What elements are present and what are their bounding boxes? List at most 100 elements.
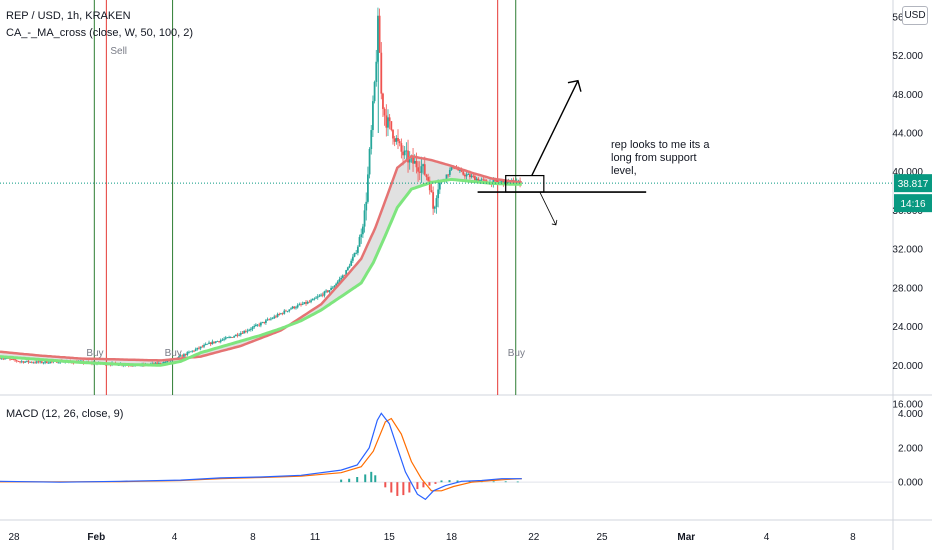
- candle-body: [154, 362, 157, 365]
- candle-body: [233, 336, 236, 338]
- candle-body: [198, 347, 200, 349]
- drawings[interactable]: [0, 79, 893, 226]
- time-axis-label: 15: [384, 532, 396, 543]
- candle-body: [186, 352, 189, 356]
- candle-body: [39, 361, 42, 363]
- macd-histogram-bar: [364, 474, 367, 483]
- candle-body: [268, 319, 271, 321]
- candle-body: [323, 291, 326, 296]
- currency-button[interactable]: USD: [902, 6, 928, 25]
- candle-body: [248, 329, 251, 331]
- macd-legend[interactable]: MACD (12, 26, close, 9): [6, 408, 124, 420]
- signal-lines: Buy Sell Buy Buy: [86, 0, 525, 395]
- candle-body: [450, 166, 453, 170]
- candle-body: [437, 189, 440, 199]
- candle-body: [296, 305, 299, 308]
- candle-body: [447, 174, 450, 176]
- fast-ma-line: [0, 154, 522, 362]
- macd-pane: [0, 412, 893, 501]
- candle-body: [224, 337, 227, 339]
- candle-body: [223, 338, 225, 340]
- candle-body: [361, 226, 364, 235]
- macd-histogram-bar: [516, 481, 519, 483]
- candle-body: [214, 341, 217, 343]
- candle-body: [179, 355, 182, 357]
- chart-annotation[interactable]: rep looks to me its a long from support …: [611, 139, 713, 177]
- countdown-label: 14:16: [900, 199, 925, 210]
- candle-body: [355, 252, 358, 254]
- time-axis-label: 11: [310, 532, 321, 543]
- macd-scale-label: 2.000: [898, 443, 923, 454]
- candle-body: [50, 361, 53, 363]
- candle-body: [467, 174, 470, 175]
- candle-body: [403, 150, 406, 156]
- candle-body: [290, 308, 292, 310]
- candle-body: [45, 361, 48, 364]
- candle-body: [166, 360, 169, 363]
- candle-body: [423, 164, 426, 175]
- candle-body: [333, 285, 336, 288]
- time-axis-label: 8: [250, 532, 256, 543]
- candle-body: [162, 362, 165, 364]
- candle-body: [261, 321, 264, 323]
- candle-body: [335, 283, 338, 286]
- price-scale-label: 52.000: [892, 51, 923, 62]
- candle-body: [226, 337, 229, 339]
- candle-body: [181, 355, 184, 357]
- candle-body: [22, 361, 25, 363]
- candle-body: [251, 327, 254, 330]
- candle-body: [300, 304, 302, 306]
- candle-body: [271, 318, 274, 320]
- candle-body: [246, 330, 249, 332]
- candle-body: [44, 361, 47, 363]
- candle-body: [388, 117, 391, 122]
- candle-body: [283, 310, 286, 314]
- candle-body: [341, 275, 344, 278]
- candle-body: [462, 171, 465, 175]
- candle-body: [435, 198, 438, 207]
- buy-signal-label: Buy: [86, 348, 103, 359]
- candle-body: [32, 362, 35, 364]
- indicator-legend[interactable]: CA_-_MA_cross (close, W, 50, 100, 2): [6, 27, 194, 39]
- candle-body: [239, 333, 242, 335]
- candle-body: [318, 295, 321, 297]
- candle-body: [254, 324, 257, 327]
- candle-body: [325, 290, 327, 292]
- candle-body: [420, 166, 423, 173]
- candle-body: [321, 294, 324, 296]
- candle-body: [264, 320, 267, 323]
- candle-body: [231, 337, 234, 338]
- time-axis-label: 28: [8, 532, 20, 543]
- candle-body: [397, 137, 399, 142]
- candle-body: [35, 361, 38, 363]
- candle-body: [504, 179, 506, 185]
- candle-body: [25, 360, 28, 362]
- candle-body: [263, 321, 266, 323]
- candle-body: [346, 267, 349, 271]
- time-axis-label: 25: [596, 532, 608, 543]
- candle-body: [203, 344, 205, 347]
- candle-body: [407, 150, 409, 163]
- candle-body: [34, 362, 37, 364]
- candle-body: [315, 297, 317, 299]
- candle-body: [209, 342, 212, 345]
- candle-body: [500, 181, 503, 183]
- candle-body: [14, 359, 16, 361]
- macd-scale-label: 0.000: [898, 478, 923, 489]
- candle-body: [360, 234, 363, 238]
- buy-signal-label: Buy: [508, 348, 525, 359]
- candle-body: [295, 307, 297, 309]
- candle-body: [303, 302, 306, 304]
- time-axis-label: 4: [764, 532, 770, 543]
- candle-body: [241, 333, 244, 334]
- candle-body: [474, 176, 476, 181]
- macd-histogram-bar: [422, 482, 425, 488]
- candle-body: [17, 361, 20, 362]
- candle-body: [213, 341, 215, 343]
- candle-body: [258, 324, 261, 326]
- candle-body: [208, 342, 210, 344]
- candle-body: [392, 129, 394, 139]
- macd-histogram-bar: [390, 482, 393, 493]
